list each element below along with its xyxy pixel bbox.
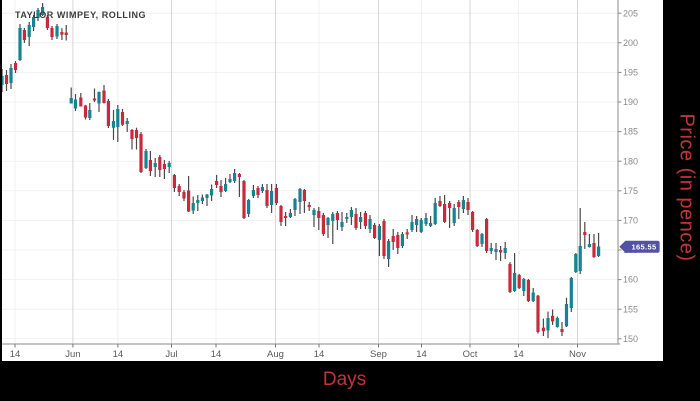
svg-text:14: 14 <box>513 349 524 360</box>
svg-text:200: 200 <box>623 38 638 48</box>
svg-text:195: 195 <box>623 68 638 78</box>
svg-text:Jul: Jul <box>165 349 177 360</box>
svg-text:180: 180 <box>623 156 638 166</box>
svg-text:175: 175 <box>623 186 638 196</box>
svg-text:14: 14 <box>211 349 222 360</box>
svg-text:14: 14 <box>113 349 124 360</box>
svg-text:185: 185 <box>623 127 638 137</box>
svg-text:170: 170 <box>623 216 638 226</box>
svg-text:155: 155 <box>623 304 638 314</box>
svg-text:Oct: Oct <box>463 349 478 360</box>
svg-text:205: 205 <box>623 8 638 18</box>
svg-text:190: 190 <box>623 97 638 107</box>
svg-text:165.55: 165.55 <box>631 242 656 251</box>
svg-text:14: 14 <box>10 349 21 360</box>
svg-text:150: 150 <box>623 334 638 344</box>
svg-text:Aug: Aug <box>267 349 284 360</box>
svg-text:Jun: Jun <box>65 349 80 360</box>
svg-text:14: 14 <box>314 349 325 360</box>
svg-text:Sep: Sep <box>370 349 387 360</box>
svg-text:14: 14 <box>416 349 427 360</box>
svg-text:Nov: Nov <box>569 349 586 360</box>
svg-text:160: 160 <box>623 275 638 285</box>
